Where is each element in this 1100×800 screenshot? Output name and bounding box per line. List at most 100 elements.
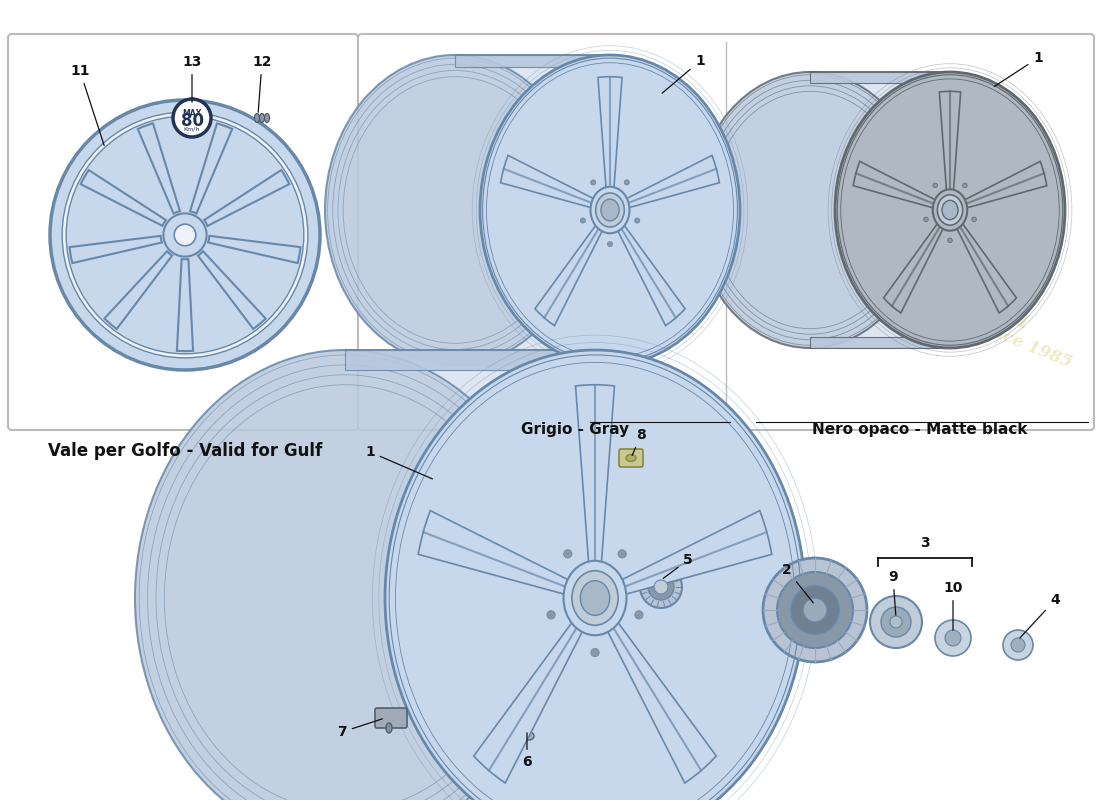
- Text: a passion: a passion: [888, 255, 1033, 334]
- Ellipse shape: [480, 55, 740, 365]
- Circle shape: [881, 607, 911, 637]
- Circle shape: [971, 217, 977, 222]
- Text: 1: 1: [994, 51, 1043, 86]
- Polygon shape: [177, 259, 194, 351]
- Polygon shape: [607, 621, 716, 783]
- Circle shape: [173, 99, 211, 137]
- Ellipse shape: [385, 350, 805, 800]
- Polygon shape: [455, 353, 610, 365]
- Polygon shape: [598, 77, 623, 189]
- Ellipse shape: [260, 114, 264, 122]
- Polygon shape: [418, 510, 570, 594]
- Circle shape: [580, 218, 585, 223]
- Polygon shape: [345, 350, 595, 370]
- Polygon shape: [810, 72, 950, 83]
- Circle shape: [924, 217, 928, 222]
- Circle shape: [791, 586, 839, 634]
- Circle shape: [62, 112, 308, 358]
- Circle shape: [763, 558, 867, 662]
- Circle shape: [607, 242, 613, 246]
- Polygon shape: [620, 510, 772, 594]
- Circle shape: [777, 572, 852, 648]
- Text: 3: 3: [921, 536, 929, 550]
- Text: 13: 13: [183, 55, 201, 102]
- Ellipse shape: [135, 350, 556, 800]
- Text: 4: 4: [1020, 593, 1060, 638]
- Circle shape: [640, 566, 682, 608]
- Circle shape: [164, 214, 207, 257]
- Polygon shape: [69, 236, 162, 263]
- Circle shape: [563, 550, 572, 558]
- Ellipse shape: [591, 186, 629, 234]
- Text: 11: 11: [70, 64, 104, 146]
- Polygon shape: [535, 225, 603, 326]
- Text: 8: 8: [632, 428, 646, 455]
- FancyBboxPatch shape: [375, 708, 407, 728]
- Text: 2: 2: [782, 563, 813, 603]
- Text: a passion: a passion: [451, 524, 639, 626]
- FancyBboxPatch shape: [358, 34, 1094, 430]
- Circle shape: [618, 550, 626, 558]
- Text: 6: 6: [522, 733, 531, 769]
- Text: 9: 9: [888, 570, 898, 615]
- FancyBboxPatch shape: [619, 449, 644, 467]
- Polygon shape: [500, 155, 594, 208]
- Polygon shape: [80, 170, 166, 226]
- Circle shape: [66, 116, 304, 354]
- Polygon shape: [455, 55, 740, 365]
- Circle shape: [591, 648, 600, 657]
- Polygon shape: [854, 162, 936, 208]
- Circle shape: [948, 238, 953, 242]
- Text: MAX: MAX: [183, 109, 201, 118]
- Ellipse shape: [937, 195, 962, 225]
- Polygon shape: [345, 350, 805, 800]
- Polygon shape: [455, 55, 610, 67]
- Text: Nero opaco - Matte black: Nero opaco - Matte black: [812, 422, 1027, 437]
- Polygon shape: [626, 155, 719, 208]
- Text: 80: 80: [180, 112, 204, 130]
- Polygon shape: [138, 123, 180, 214]
- Text: 1: 1: [365, 445, 432, 479]
- Polygon shape: [190, 123, 232, 214]
- Text: 1: 1: [662, 54, 705, 94]
- Ellipse shape: [386, 723, 392, 733]
- Circle shape: [648, 574, 674, 600]
- Text: Km/h: Km/h: [184, 126, 200, 131]
- Ellipse shape: [596, 193, 625, 227]
- Text: Grigio - Gray: Grigio - Gray: [521, 422, 629, 437]
- Text: Vale per Golfo - Valid for Gulf: Vale per Golfo - Valid for Gulf: [48, 442, 322, 460]
- Circle shape: [933, 183, 937, 188]
- Circle shape: [547, 610, 556, 619]
- Circle shape: [945, 630, 961, 646]
- Circle shape: [624, 180, 629, 185]
- Ellipse shape: [695, 72, 925, 348]
- Polygon shape: [205, 170, 289, 226]
- Circle shape: [935, 620, 971, 656]
- Circle shape: [1003, 630, 1033, 660]
- Polygon shape: [617, 225, 685, 326]
- Circle shape: [1011, 638, 1025, 652]
- Circle shape: [591, 180, 596, 185]
- Polygon shape: [957, 223, 1016, 313]
- Polygon shape: [810, 72, 1065, 348]
- Ellipse shape: [835, 72, 1065, 348]
- Ellipse shape: [563, 561, 627, 635]
- Ellipse shape: [933, 190, 967, 230]
- Polygon shape: [198, 251, 265, 329]
- Circle shape: [174, 224, 196, 246]
- Circle shape: [654, 580, 668, 594]
- Polygon shape: [208, 236, 300, 263]
- FancyBboxPatch shape: [8, 34, 358, 430]
- Ellipse shape: [264, 114, 270, 122]
- Circle shape: [962, 183, 967, 188]
- Circle shape: [635, 610, 643, 619]
- Ellipse shape: [324, 55, 585, 365]
- Circle shape: [870, 596, 922, 648]
- Polygon shape: [964, 162, 1047, 208]
- Polygon shape: [575, 385, 615, 564]
- Ellipse shape: [524, 732, 534, 740]
- Polygon shape: [883, 223, 944, 313]
- Circle shape: [50, 100, 320, 370]
- Text: 12: 12: [252, 55, 272, 112]
- Ellipse shape: [601, 199, 619, 221]
